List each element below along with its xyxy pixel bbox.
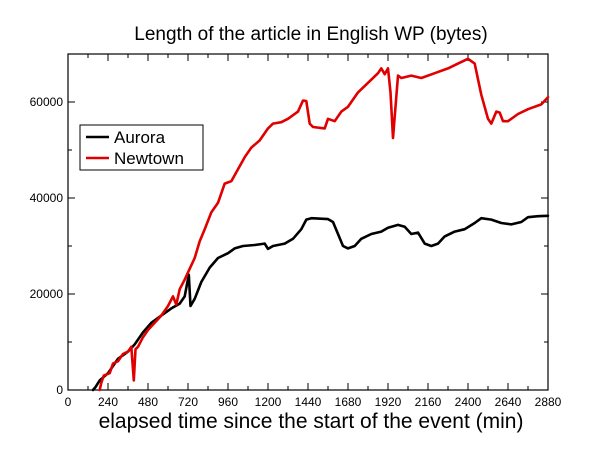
- x-axis-label: elapsed time since the start of the even…: [99, 410, 524, 433]
- y-tick-label: 0: [56, 383, 63, 397]
- x-tick-label: 0: [65, 395, 72, 409]
- x-tick-label: 960: [218, 395, 238, 409]
- x-tick-label: 240: [98, 395, 118, 409]
- y-tick-label: 40000: [30, 191, 64, 205]
- x-tick-label: 1200: [255, 395, 282, 409]
- series-line-newtown: [98, 57, 550, 392]
- y-axis-ticks: 0 20000 40000 60000: [30, 95, 548, 397]
- x-tick-label: 2400: [455, 395, 482, 409]
- legend-label-newtown: Newtown: [114, 149, 184, 168]
- x-tick-label: 2640: [495, 395, 522, 409]
- legend-box: [79, 124, 204, 171]
- y-tick-label: 20000: [30, 287, 64, 301]
- series-line-aurora: [91, 214, 550, 392]
- x-tick-label: 1920: [375, 395, 402, 409]
- x-tick-label: 1680: [335, 395, 362, 409]
- legend-label-aurora: Aurora: [114, 128, 166, 147]
- series-layer: [91, 57, 550, 392]
- x-tick-label: 720: [178, 395, 198, 409]
- chart-title: Length of the article in English WP (byt…: [134, 24, 487, 45]
- x-tick-label: 2880: [535, 395, 562, 409]
- legend: Aurora Newtown: [79, 124, 204, 171]
- x-tick-label: 2160: [415, 395, 442, 409]
- x-axis-ticks: 0 240 480 720 960 1200 1440 1680 1920 2160 2400 264…: [65, 54, 562, 409]
- y-tick-label: 60000: [30, 95, 64, 109]
- x-tick-label: 480: [138, 395, 158, 409]
- x-tick-label: 1440: [295, 395, 322, 409]
